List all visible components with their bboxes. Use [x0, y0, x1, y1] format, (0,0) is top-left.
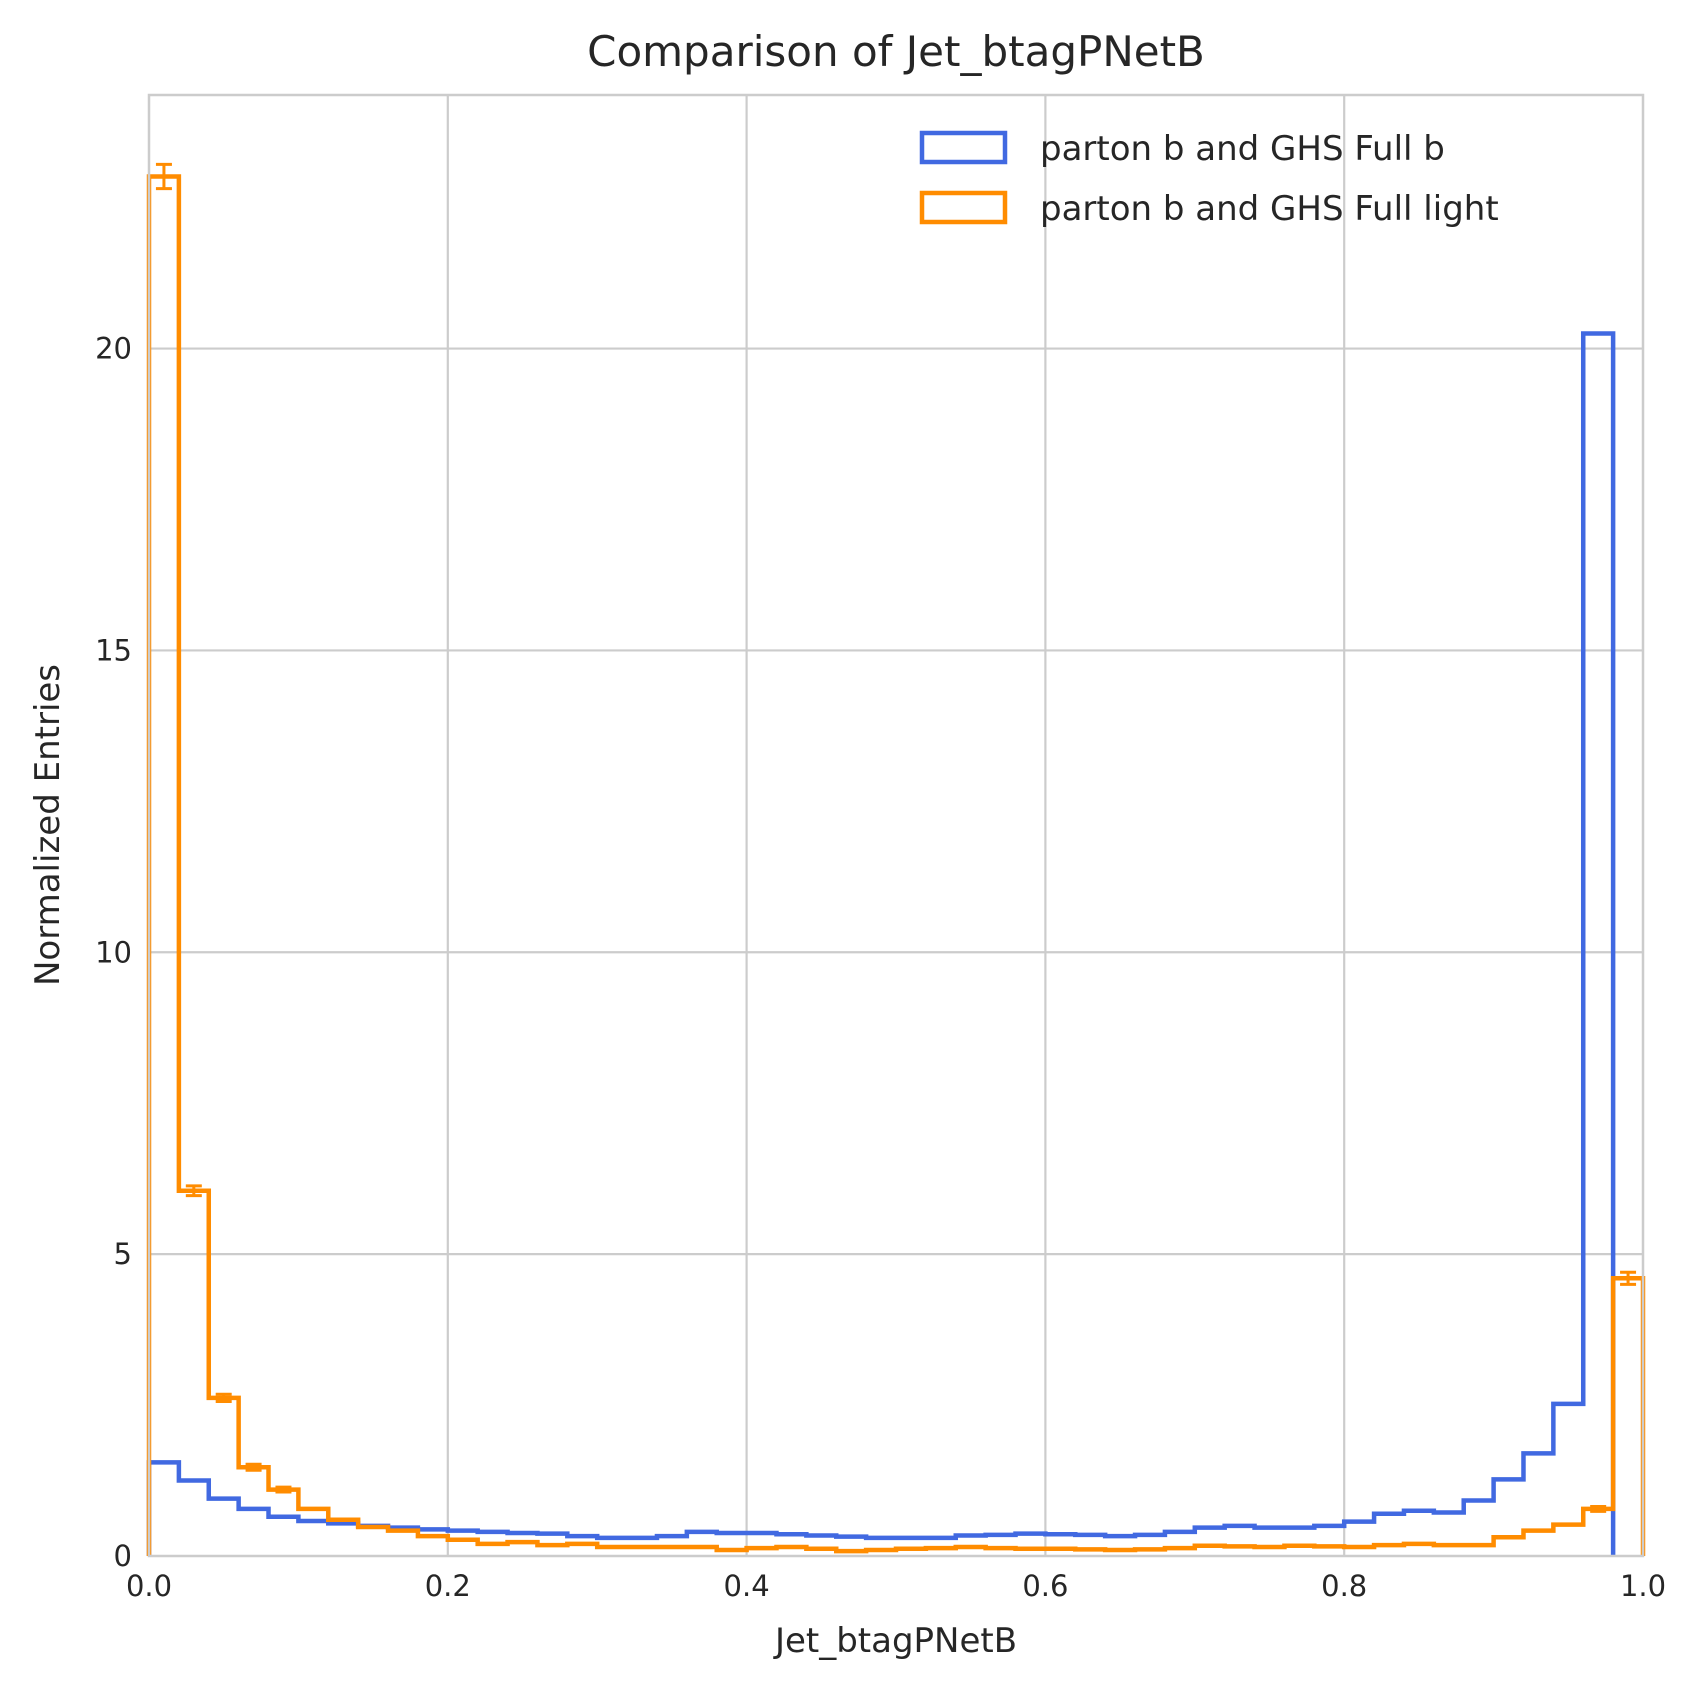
series-layer: [146, 174, 1646, 1556]
x-tick-label: 0.2: [425, 1569, 471, 1603]
x-tick-label: 1.0: [1620, 1569, 1666, 1603]
x-tick-label: 0.8: [1321, 1569, 1367, 1603]
y-tick-label: 10: [95, 935, 132, 969]
y-tick-label: 15: [95, 633, 132, 667]
plot-frame: [147, 93, 1645, 1558]
chart-title: Comparison of Jet_btagPNetB: [587, 27, 1205, 76]
y-tick-label: 20: [95, 332, 132, 366]
x-tick-label: 0.0: [126, 1569, 172, 1603]
grid-lines: [149, 95, 1643, 1556]
x-tick-label: 0.4: [724, 1569, 770, 1603]
x-tick-label: 0.6: [1022, 1569, 1068, 1603]
legend: parton b and GHS Full b parton b and GHS…: [919, 129, 1499, 229]
error-bar: [1620, 1270, 1637, 1286]
x-axis-label: Jet_btagPNetB: [773, 1621, 1017, 1661]
y-tick-label: 0: [114, 1539, 132, 1573]
error-bar: [155, 162, 172, 191]
y-tick-label: 5: [114, 1237, 132, 1271]
legend-swatch-light: [919, 190, 1008, 225]
error-bars: [155, 162, 1637, 1513]
error-bar: [185, 1184, 202, 1198]
series-light-step-line: [146, 174, 1646, 1556]
error-bar: [245, 1462, 262, 1472]
legend-label-b: parton b and GHS Full b: [1040, 129, 1445, 169]
tick-labels: 0.0 0.2 0.4 0.6 0.8 1.0 0 5 10 15 20: [95, 332, 1666, 1603]
legend-label-light: parton b and GHS Full light: [1040, 189, 1499, 229]
legend-swatch-b: [919, 130, 1008, 165]
error-bar: [215, 1392, 232, 1403]
error-bar: [275, 1485, 292, 1494]
error-bar: [1590, 1504, 1607, 1513]
y-axis-label: Normalized Entries: [28, 664, 68, 986]
